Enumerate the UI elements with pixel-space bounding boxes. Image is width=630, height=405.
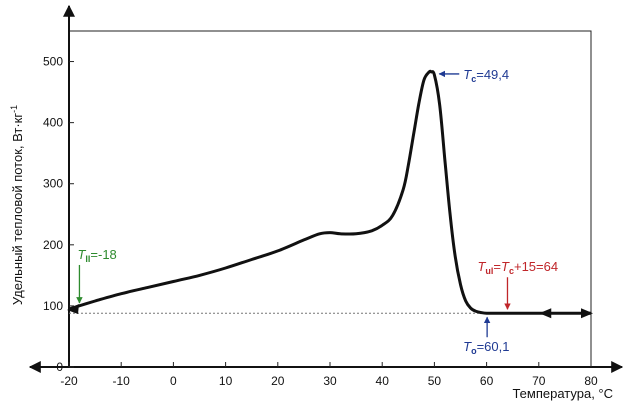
x-tick-label: 30 [323, 374, 337, 388]
heat-flow-curve [68, 69, 591, 315]
curve-start-arrow [67, 303, 79, 314]
y-tick-label: 400 [43, 116, 63, 130]
x-ticks: -20 -10 0 10 20 30 40 50 60 70 80 [60, 362, 598, 388]
x-tick-label: 0 [170, 374, 177, 388]
annotations: TII=-18 Tc=49,4 To=60,1 Tul=Tc+15=64 [76, 67, 558, 356]
x-axis-label: Температура, °C [512, 386, 613, 401]
y-tick-label: 300 [43, 177, 63, 191]
y-tick-label: 500 [43, 55, 63, 69]
x-tick-label: -10 [113, 374, 131, 388]
y-ticks: 0 100 200 300 400 500 [43, 55, 74, 374]
plot-frame [68, 30, 592, 368]
to-label: To=60,1 [463, 339, 509, 356]
y-tick-label: 100 [43, 299, 63, 313]
x-tick-label: 50 [428, 374, 442, 388]
y-axis-label-main: Удельный тепловой поток, Вт·кг [10, 113, 25, 305]
x-tick-label: 80 [584, 374, 598, 388]
curve-end-arrows [67, 303, 593, 319]
tul-label: Tul=Tc+15=64 [477, 259, 558, 276]
tc-label: Tc=49,4 [463, 67, 509, 84]
x-tick-label: 10 [219, 374, 233, 388]
curve-direction-arrow [539, 308, 552, 319]
x-tick-label: 40 [376, 374, 390, 388]
x-tick-label: 20 [271, 374, 285, 388]
curve-end-arrow [581, 308, 593, 319]
y-axis-label-sup: -1 [9, 105, 19, 113]
tii-label: TII=-18 [77, 247, 116, 264]
y-axis-label: Удельный тепловой поток, Вт·кг-1 [9, 105, 25, 305]
x-tick-label: 70 [532, 374, 546, 388]
x-tick-label: 60 [480, 374, 494, 388]
x-tick-label: -20 [60, 374, 78, 388]
y-tick-label: 0 [56, 360, 63, 374]
y-tick-label: 200 [43, 238, 63, 252]
